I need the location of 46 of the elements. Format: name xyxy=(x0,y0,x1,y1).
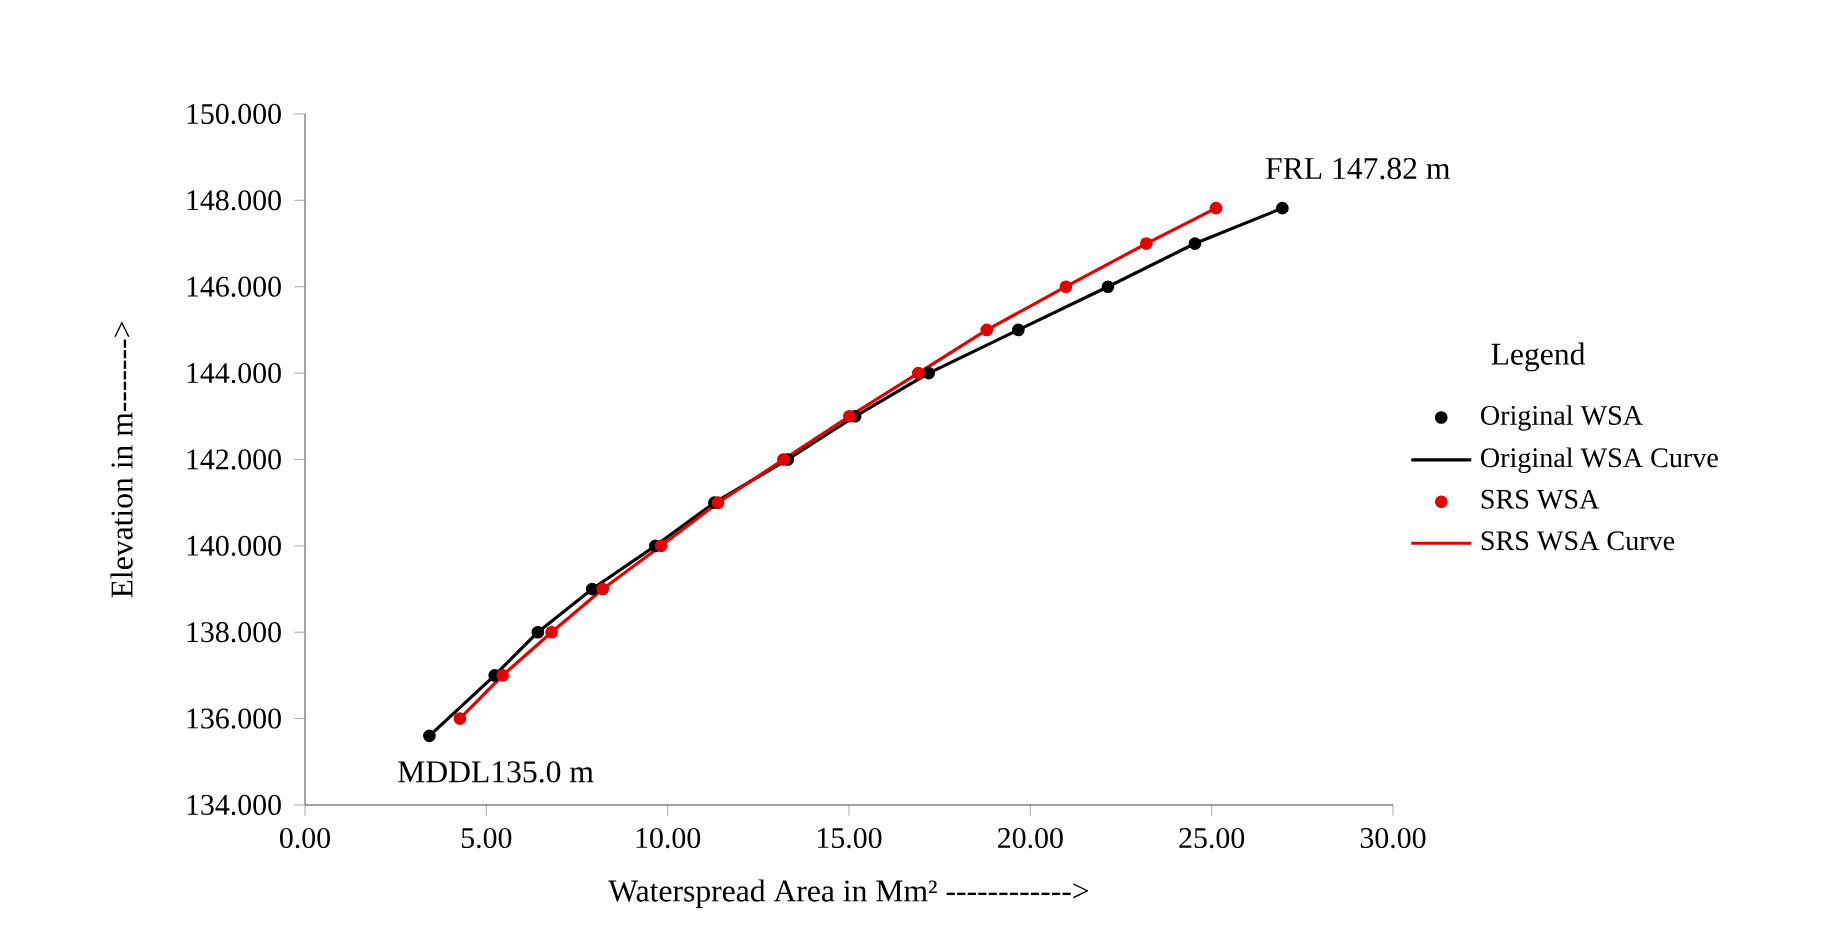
point xyxy=(423,729,436,743)
point xyxy=(585,582,599,596)
y-axis-title: Elevation in m-------> xyxy=(110,322,133,598)
y-tick-label: 140.000 xyxy=(187,535,281,557)
y-tick-label: 142.000 xyxy=(187,449,281,470)
point xyxy=(1188,237,1202,250)
y-tick-label: 144.000 xyxy=(187,363,281,384)
point xyxy=(711,496,725,510)
legend-label: Original WSA xyxy=(1481,405,1643,431)
x-tick-label: 0.00 xyxy=(280,827,330,849)
y-tick-label: 148.000 xyxy=(187,190,281,211)
x-axis-title: Waterspread Area in Mm² ------------> xyxy=(608,879,1089,909)
point xyxy=(1276,201,1289,215)
y-tick-label: 136.000 xyxy=(187,708,281,729)
legend-title: Legend xyxy=(1491,342,1586,372)
x-tick-label: 30.00 xyxy=(1360,827,1426,849)
point xyxy=(1209,201,1223,215)
point xyxy=(596,582,610,596)
annotation: MDDL135.0 m xyxy=(398,761,594,783)
x-tick-label: 15.00 xyxy=(818,827,882,849)
legend-label: SRS WSA xyxy=(1481,489,1600,509)
legend-label: Original WSA Curve xyxy=(1481,447,1718,474)
point xyxy=(777,453,790,466)
point xyxy=(654,539,668,553)
point xyxy=(922,366,936,380)
x-tick-label: 25.00 xyxy=(1179,827,1245,849)
y-tick-label: 146.000 xyxy=(187,276,281,297)
x-tick-label: 20.00 xyxy=(998,827,1063,849)
point xyxy=(1012,323,1025,337)
point xyxy=(531,625,545,639)
point xyxy=(545,625,558,639)
y-tick-label: 138.000 xyxy=(187,622,281,643)
x-tick-label: 5.00 xyxy=(461,827,512,849)
annotation: FRL 147.82 m xyxy=(1266,157,1451,180)
y-tick-label: 150.000 xyxy=(187,103,281,125)
x-tick-label: 10.00 xyxy=(636,827,701,849)
point xyxy=(1059,280,1073,294)
point xyxy=(980,323,994,337)
point xyxy=(453,712,467,725)
point xyxy=(496,669,509,682)
y-tick-label: 134.000 xyxy=(187,794,281,816)
legend-label: SRS WSA Curve xyxy=(1481,531,1675,551)
point xyxy=(1101,280,1115,294)
point xyxy=(911,366,925,380)
point xyxy=(1140,237,1153,250)
point xyxy=(843,409,856,423)
